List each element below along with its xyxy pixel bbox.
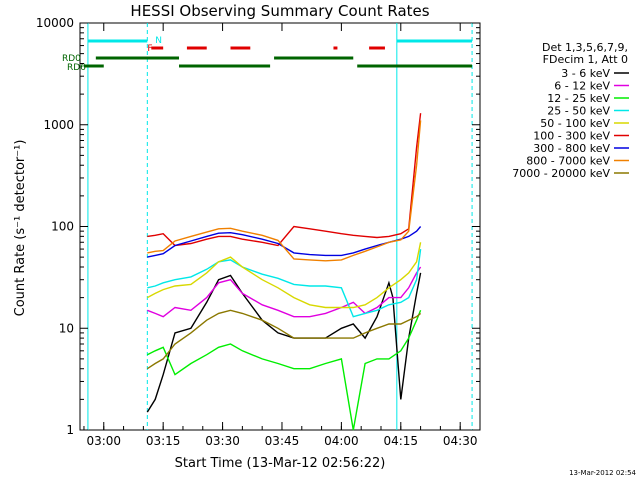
x-tick-label-6: 04:30 (443, 434, 478, 448)
status-label-n: N (155, 36, 162, 46)
status-label-rd6: RD6 (67, 63, 86, 73)
y-axis-label: Count Rate (s⁻¹ detector⁻¹) (13, 140, 28, 317)
x-tick-label-0: 03:00 (86, 434, 121, 448)
series-line-4 (146, 242, 422, 309)
x-tick-label-3: 03:45 (265, 434, 300, 448)
y-tick-label-1: 10 (59, 321, 74, 335)
series-line-1 (147, 266, 422, 318)
series-line-5 (147, 113, 422, 247)
legend-label-2: 12 - 25 keV (547, 92, 610, 105)
legend-label-7: 800 - 7000 keV (526, 155, 610, 168)
x-tick-label-2: 03:30 (205, 434, 240, 448)
y-tick-label-3: 1000 (43, 118, 74, 132)
legend-label-4: 50 - 100 keV (540, 117, 610, 130)
legend-label-0: 3 - 6 keV (561, 67, 610, 80)
legend-label-8: 7000 - 20000 keV (512, 167, 610, 180)
legend: Det 1,3,5,6,7,9,FDecim 1, Att 03 - 6 keV… (512, 41, 629, 180)
vertical-markers (87, 23, 473, 430)
legend-label-6: 300 - 800 keV (533, 142, 610, 155)
series-line-0 (146, 272, 422, 413)
legend-label-3: 25 - 50 keV (547, 105, 610, 118)
x-tick-label-4: 04:00 (324, 434, 359, 448)
legend-header-0: Det 1,3,5,6,7,9, (542, 41, 628, 54)
footer-timestamp: 13-Mar-2012 02:54 (569, 469, 636, 477)
series-line-2 (146, 310, 422, 431)
series-lines (146, 113, 422, 431)
y-tick-label-0: 1 (66, 423, 74, 437)
series-line-6 (147, 226, 422, 258)
y-axis-ticks: 1 10 100 1000 10000 (36, 16, 480, 437)
x-tick-label-5: 04:15 (383, 434, 418, 448)
y-tick-label-2: 100 (51, 220, 74, 234)
series-line-3 (147, 249, 422, 318)
x-axis-label: Start Time (13-Mar-12 02:56:22) (175, 456, 386, 471)
x-tick-label-1: 03:15 (146, 434, 181, 448)
legend-label-5: 100 - 300 keV (533, 130, 610, 143)
status-label-rd0: RD0 (62, 54, 81, 64)
status-label-f: F (147, 44, 152, 54)
y-tick-label-4: 10000 (36, 16, 74, 30)
legend-header-1: FDecim 1, Att 0 (543, 53, 628, 66)
legend-label-1: 6 - 12 keV (554, 80, 610, 93)
chart-title: HESSI Observing Summary Count Rates (130, 2, 429, 20)
x-axis-ticks: 03:00 03:15 03:30 03:45 04:00 04:15 04:30 (83, 23, 478, 448)
series-line-7 (147, 120, 422, 262)
series-line-8 (146, 309, 422, 370)
